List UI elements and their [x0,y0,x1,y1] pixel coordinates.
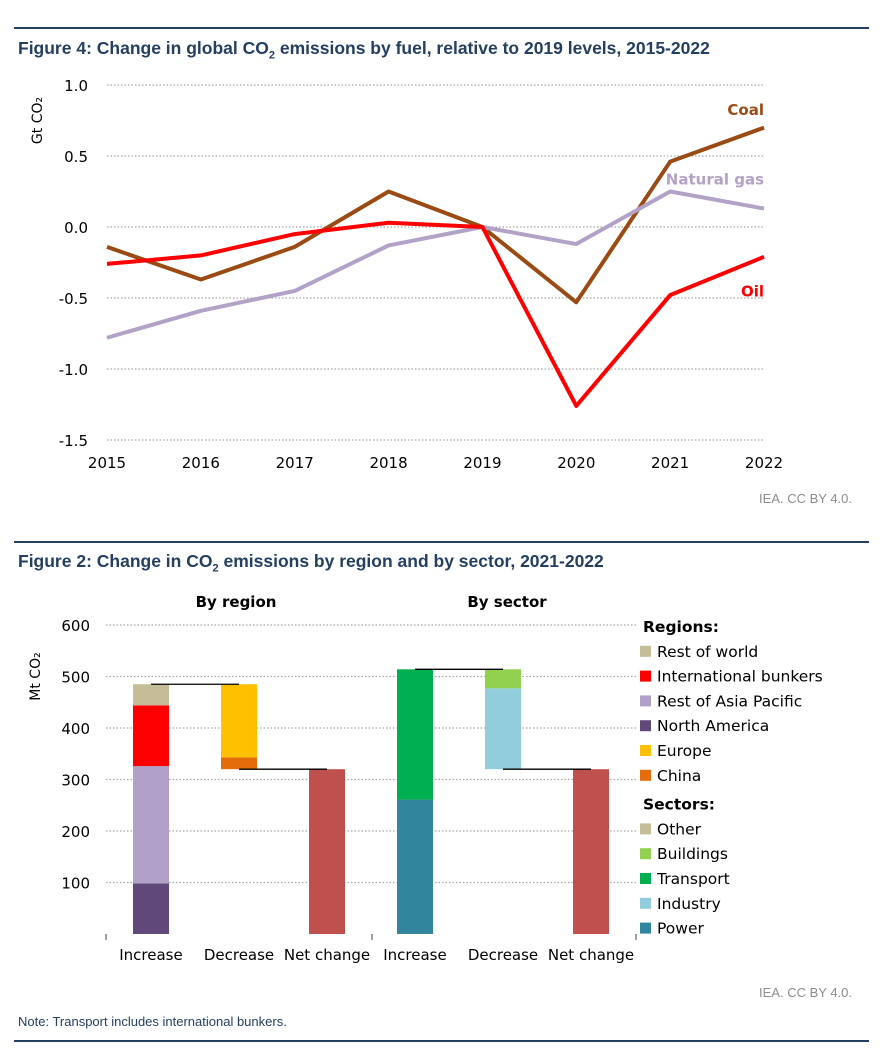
legend-swatch [640,922,651,934]
legend-swatch [640,823,651,835]
figure-4-title: Figure 4: Change in global CO2 emissions… [18,38,710,62]
bar-segment-north-america [133,883,169,934]
legend-entry: Other [657,820,702,838]
y-tick-label: 600 [61,617,90,635]
x-tick-label: 2019 [463,454,501,472]
y-tick-label: 400 [61,720,90,738]
legend-entry: International bunkers [657,668,823,686]
x-tick-label: 2016 [182,454,220,472]
legend-entry: Industry [657,895,721,913]
bottom-rule [14,1040,869,1042]
y-axis-label: Gt CO₂ [30,97,46,144]
x-tick-label: 2017 [276,454,314,472]
legend-swatch [640,645,651,657]
figure-2-title: Figure 2: Change in CO2 emissions by reg… [18,551,604,575]
legend-entry: North America [657,717,769,735]
legend-swatch [640,897,651,909]
bar-segment-net-change [573,769,609,934]
legend-swatch [640,720,651,732]
x-category-label: Decrease [468,946,538,964]
x-category-label: Decrease [204,946,274,964]
legend-entry: Rest of world [657,643,758,661]
bar-segment-rest-of-world [133,684,169,706]
x-category-label: Increase [383,946,446,964]
series-label: Oil [741,283,764,301]
y-tick-label: 200 [61,823,90,841]
bar-segment-international-bunkers [133,705,169,767]
bar-segment-net-change [309,769,345,934]
top-rule [14,27,869,29]
figure-note: Note: Transport includes international b… [18,1014,287,1029]
y-tick-label: -1.5 [59,432,88,450]
bar-segment-europe [221,684,257,758]
y-tick-label: -1.0 [59,361,88,379]
legend-entry: Buildings [657,845,728,863]
legend-entry: China [657,767,701,785]
bar-segment-industry [485,688,521,770]
legend-entry: Rest of Asia Pacific [657,692,802,710]
legend-swatch [640,670,651,682]
y-tick-label: -0.5 [59,290,88,308]
x-category-label: Net change [548,946,634,964]
legend-swatch [640,745,651,756]
legend-swatch [640,695,651,707]
series-label: Coal [727,101,764,119]
series-line-coal [106,125,765,305]
legend-entry: Europe [657,742,712,760]
series-line-natural-gas [106,189,765,340]
middle-rule [14,541,869,543]
bar-segment-transport [397,669,433,800]
x-category-label: Net change [284,946,370,964]
x-tick-label: 2018 [369,454,407,472]
legend-heading: Sectors: [643,796,715,814]
waterfall-chart: 600 500 400 300 200 100 Mt CO₂ By region Increas… [28,593,823,964]
group-title: By sector [467,593,547,611]
legend-entry: Transport [656,870,730,888]
y-tick-label: 300 [61,772,90,790]
legend-heading: Regions: [643,618,719,636]
y-tick-label: 0.5 [64,148,88,166]
y-tick-label: 500 [61,669,90,687]
group-title: By region [196,593,277,611]
series-label: Natural gas [666,170,764,188]
y-tick-label: 100 [61,875,90,893]
bar-segment-china [221,757,257,770]
legend-entry: Power [657,920,704,938]
x-tick-label: 2021 [651,454,689,472]
x-tick-label: 2015 [88,454,126,472]
x-tick-label: 2022 [745,454,783,472]
bar-segment-rest-of-asia-pacific [133,766,169,884]
bar-segment-power [397,799,433,934]
bar-segment-buildings [485,669,521,689]
legend-swatch [640,848,651,860]
figure-4-credit: IEA. CC BY 4.0. [759,491,852,506]
legend-swatch [640,873,651,884]
x-category-label: Increase [119,946,182,964]
series-line-oil [106,220,765,408]
y-tick-label: 1.0 [64,77,88,95]
x-tick-label: 2020 [557,454,595,472]
figure-2-credit: IEA. CC BY 4.0. [759,985,852,1000]
y-axis-label: Mt CO₂ [28,652,44,700]
y-tick-label: 0.0 [64,219,88,237]
legend-swatch [640,769,651,781]
